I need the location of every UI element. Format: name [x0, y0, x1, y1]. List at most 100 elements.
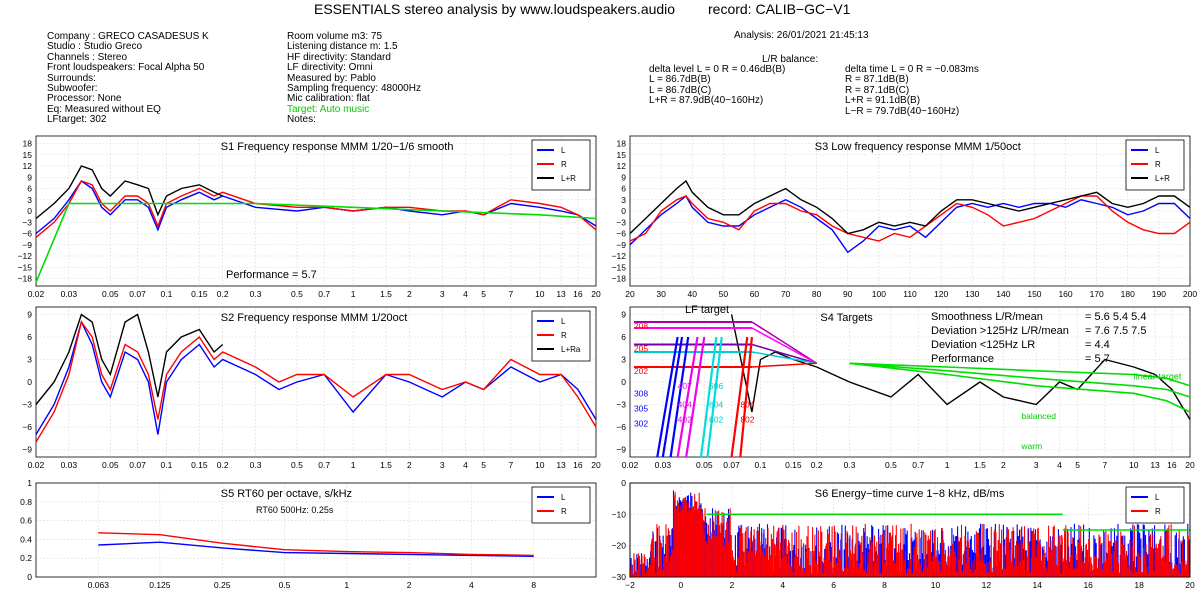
chart-title: S5 RT60 per octave, s/kHz [221, 488, 352, 500]
y-tick-label: −18 [612, 274, 627, 284]
x-tick-label: 1.5 [380, 289, 392, 299]
y-tick-label: −9 [616, 445, 626, 455]
x-tick-label: 8 [531, 580, 536, 590]
x-tick-label: 1 [351, 289, 356, 299]
plot-frame-s5 [35, 482, 597, 578]
lf-target-code: 606 [709, 381, 723, 391]
y-tick-label: 18 [617, 139, 627, 149]
lf-target-slope [751, 327, 818, 364]
stat-value: = 4.4 [1085, 339, 1110, 351]
lf-target-code: 308 [634, 388, 648, 398]
x-tick-label: 70 [781, 289, 791, 299]
lf-target-slope [751, 321, 818, 364]
x-tick-label: 3 [1034, 460, 1039, 470]
x-tick-label: 90 [843, 289, 853, 299]
lf-target-rolloff [669, 336, 690, 458]
x-tick-label: 100 [872, 289, 886, 299]
x-tick-label: 0.15 [785, 460, 802, 470]
x-tick-label: 13 [1150, 460, 1160, 470]
x-tick-label: 4 [1057, 460, 1062, 470]
y-tick-label: 6 [621, 184, 626, 194]
lf-target-code: 402 [678, 415, 692, 425]
x-tick-label: 0.5 [291, 289, 303, 299]
lf-target-slope [751, 343, 817, 364]
series-S5-l [98, 541, 534, 557]
chart-title: S3 Low frequency response MMM 1/50oct [815, 141, 1021, 153]
x-tick-label: 20 [625, 289, 635, 299]
legend-label: L [1155, 146, 1160, 155]
info-line: Studio : Studio Greco [47, 41, 143, 53]
lf-target-code: 202 [634, 366, 648, 376]
x-tick-label: 0.07 [129, 460, 146, 470]
x-tick-label: 0.03 [61, 460, 78, 470]
lf-target-code: 302 [634, 418, 648, 428]
info-line: R = 87.1dB(B) [845, 74, 909, 86]
x-tick-label: 0.05 [696, 460, 713, 470]
series-S1-r [35, 180, 597, 238]
x-tick-label: 5 [1075, 460, 1080, 470]
x-tick-label: 20 [1185, 580, 1195, 590]
info-line: LF directivity: Omni [287, 62, 373, 74]
y-tick-label: −20 [612, 541, 627, 551]
x-tick-label: 170 [1090, 289, 1104, 299]
plot-frame-s3 [629, 135, 1191, 287]
target-label-warm: warm [1020, 441, 1042, 451]
target-label-balanced: balanced [1021, 411, 1056, 421]
lf-target-rolloff [676, 336, 699, 458]
plot-frame-s2 [35, 306, 597, 458]
y-tick-label: −3 [616, 400, 626, 410]
series-S5-r [98, 532, 534, 557]
x-tick-label: 10 [1129, 460, 1139, 470]
y-tick-label: 0 [621, 377, 626, 387]
y-tick-label: −9 [616, 240, 626, 250]
x-tick-label: 0.3 [250, 289, 262, 299]
plot-frame-s6-top [629, 482, 1191, 578]
lf-target-rolloff [656, 336, 679, 458]
series-S4-measured [730, 314, 1191, 420]
info-line: Surrounds: [47, 72, 96, 84]
x-tick-label: 0.03 [61, 289, 78, 299]
y-tick-label: 12 [23, 161, 33, 171]
x-tick-label: 0.5 [279, 580, 291, 590]
lf-target-code: 205 [634, 343, 648, 353]
x-tick-label: 1 [351, 460, 356, 470]
x-tick-label: 16 [1167, 460, 1177, 470]
x-tick-label: 7 [509, 289, 514, 299]
x-tick-label: 8 [882, 580, 887, 590]
lf-target-code: 602 [709, 415, 723, 425]
x-tick-label: 4 [469, 580, 474, 590]
y-tick-label: −6 [22, 229, 32, 239]
x-tick-label: 2 [407, 460, 412, 470]
x-tick-label: 3 [440, 289, 445, 299]
x-tick-label: 0.7 [318, 289, 330, 299]
y-tick-label: 0.8 [20, 497, 32, 507]
x-tick-label: 150 [1027, 289, 1041, 299]
y-tick-label: −18 [18, 274, 33, 284]
rt60-annotation: RT60 500Hz: 0.25s [256, 505, 334, 515]
stat-value: = 7.6 7.5 7.5 [1085, 325, 1146, 337]
x-tick-label: 3 [440, 460, 445, 470]
x-tick-label: 160 [1058, 289, 1072, 299]
stat-value: = 5.7 [1085, 353, 1110, 365]
series-S3-r [629, 195, 1191, 242]
x-tick-label: 16 [573, 289, 583, 299]
x-tick-label: 120 [934, 289, 948, 299]
y-tick-label: −6 [616, 229, 626, 239]
info-line: L−R = 79.7dB(40−160Hz) [845, 105, 960, 117]
info-line: L = 86.7dB(C) [649, 84, 712, 96]
lf-target-code: 305 [634, 403, 648, 413]
info-line: Measured by: Pablo [287, 72, 376, 84]
x-tick-label: 12 [982, 580, 992, 590]
x-tick-label: 0.063 [88, 580, 110, 590]
x-tick-label: 0.2 [811, 460, 823, 470]
x-tick-label: 0.05 [102, 289, 119, 299]
x-tick-label: 10 [931, 580, 941, 590]
y-tick-label: −6 [616, 422, 626, 432]
series-S3-l [629, 194, 1191, 254]
y-tick-label: 9 [621, 310, 626, 320]
lf-target-code: 802 [740, 415, 754, 425]
info-line: Eq: Measured without EQ [47, 103, 161, 115]
x-tick-label: 2 [407, 580, 412, 590]
chart-title: S4 Targets [820, 312, 873, 324]
